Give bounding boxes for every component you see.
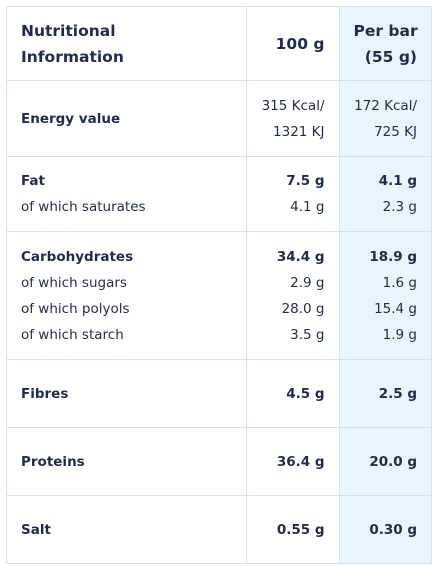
cell: 4.1 g 2.3 g: [338, 156, 432, 232]
nutrient-value: 2.9 g: [290, 274, 325, 291]
cell: 315 Kcal/1321 KJ: [246, 80, 340, 157]
table-body: Nutritional Information 100 g Per bar (55 g)…: [6, 6, 432, 564]
cell: 4.5 g: [246, 359, 340, 428]
nutrient-row: Energy value 315 Kcal/1321 KJ 172 Kcal/725…: [6, 80, 432, 157]
nutrient-row: Fibres 4.5 g 2.5 g: [6, 359, 432, 428]
nutrient-label: Energy value: [21, 110, 121, 127]
nutrient-value: 0.55 g: [276, 521, 325, 538]
header-text: 100 g: [275, 34, 325, 53]
nutrient-value: 1.9 g: [382, 326, 417, 343]
nutrient-value: 725 KJ: [374, 123, 417, 140]
header-text: Nutritional: [21, 21, 116, 40]
cell: 172 Kcal/725 KJ: [338, 80, 432, 157]
nutrient-value: 28.0 g: [281, 300, 325, 317]
nutrient-value: 3.5 g: [290, 326, 325, 343]
nutrient-value: 20.0 g: [369, 453, 417, 470]
nutrient-row: Carbohydrates of which sugars of which pol…: [6, 231, 432, 360]
nutrition-table: Nutritional Information 100 g Per bar (55 g)…: [6, 6, 432, 564]
nutrient-label: of which sugars: [21, 274, 127, 291]
header-cell: 100 g: [246, 6, 340, 81]
nutrient-value: 0.30 g: [369, 521, 417, 538]
nutrient-value: 4.5 g: [286, 385, 325, 402]
nutrient-value: 1321 KJ: [273, 123, 325, 140]
nutrient-label: Fibres: [21, 385, 69, 402]
cell: 0.30 g: [338, 495, 432, 564]
nutrient-label: of which polyols: [21, 300, 130, 317]
nutrient-value: 2.3 g: [382, 199, 417, 215]
nutrient-row: Proteins 36.4 g 20.0 g: [6, 427, 432, 496]
nutrient-value: 36.4 g: [276, 453, 325, 470]
nutrient-value: 4.1 g: [290, 199, 325, 215]
nutrient-value: 15.4 g: [374, 300, 417, 317]
nutrient-value: 2.5 g: [378, 385, 417, 402]
cell: 36.4 g: [246, 427, 340, 496]
cell: Fat of which saturates: [6, 156, 247, 232]
nutrient-value: 7.5 g: [286, 173, 325, 189]
nutrient-label: Proteins: [21, 453, 85, 470]
nutrient-row: Salt 0.55 g 0.30 g: [6, 495, 432, 564]
nutrient-value: 34.4 g: [276, 248, 325, 265]
nutrient-value: 172 Kcal/: [354, 97, 417, 114]
nutrient-value: 1.6 g: [382, 274, 417, 291]
nutrient-label: Carbohydrates: [21, 248, 134, 265]
cell: 0.55 g: [246, 495, 340, 564]
cell: 20.0 g: [338, 427, 432, 496]
cell: Energy value: [6, 80, 247, 157]
header-text: (55 g): [364, 47, 417, 66]
cell: Proteins: [6, 427, 247, 496]
nutrient-label: of which saturates: [21, 199, 146, 215]
nutrient-value: 18.9 g: [369, 248, 417, 265]
cell: Fibres: [6, 359, 247, 428]
nutrient-value: 4.1 g: [378, 173, 417, 189]
header-text: Per bar: [353, 21, 418, 40]
nutrient-label: Fat: [21, 173, 45, 189]
header-cell: Nutritional Information: [6, 6, 247, 81]
cell: 18.9 g 1.6 g 15.4 g 1.9 g: [338, 231, 432, 360]
cell: 7.5 g 4.1 g: [246, 156, 340, 232]
cell: 2.5 g: [338, 359, 432, 428]
nutrient-row: Fat of which saturates 7.5 g 4.1 g 4.1 g 2.3 …: [6, 156, 432, 232]
header-text: Information: [21, 47, 124, 66]
nutrient-value: 315 Kcal/: [261, 97, 325, 114]
nutrient-label: of which starch: [21, 326, 124, 343]
cell: Salt: [6, 495, 247, 564]
header-row: Nutritional Information 100 g Per bar (55 g): [6, 6, 432, 81]
cell: 34.4 g 2.9 g 28.0 g 3.5 g: [246, 231, 340, 360]
nutrient-label: Salt: [21, 521, 51, 538]
header-cell: Per bar (55 g): [338, 6, 432, 81]
cell: Carbohydrates of which sugars of which pol…: [6, 231, 247, 360]
